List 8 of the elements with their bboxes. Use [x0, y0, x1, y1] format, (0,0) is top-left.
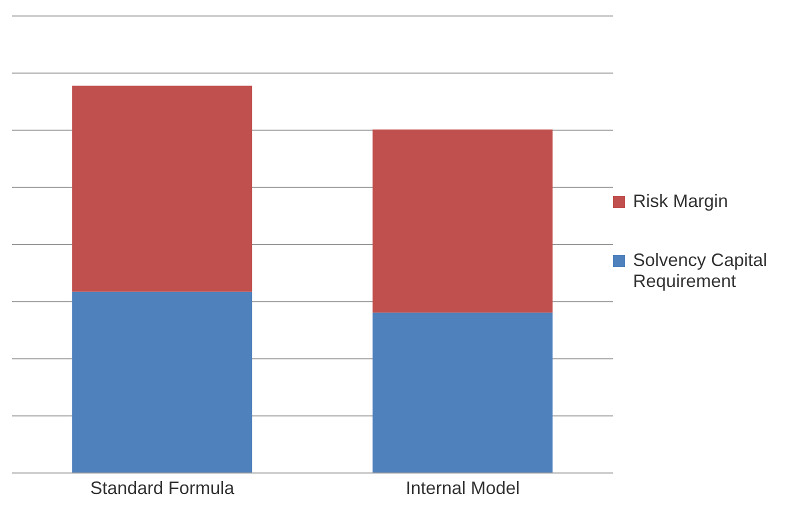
x-tick-label: Internal Model: [406, 478, 520, 498]
bar: [72, 292, 252, 473]
bar: [72, 86, 252, 292]
bar: [372, 312, 553, 473]
legend-label: Risk Margin: [633, 191, 728, 212]
legend-label: Solvency Capital Requirement: [633, 250, 768, 292]
bar: [372, 129, 553, 313]
x-tick-label: Standard Formula: [90, 478, 236, 498]
